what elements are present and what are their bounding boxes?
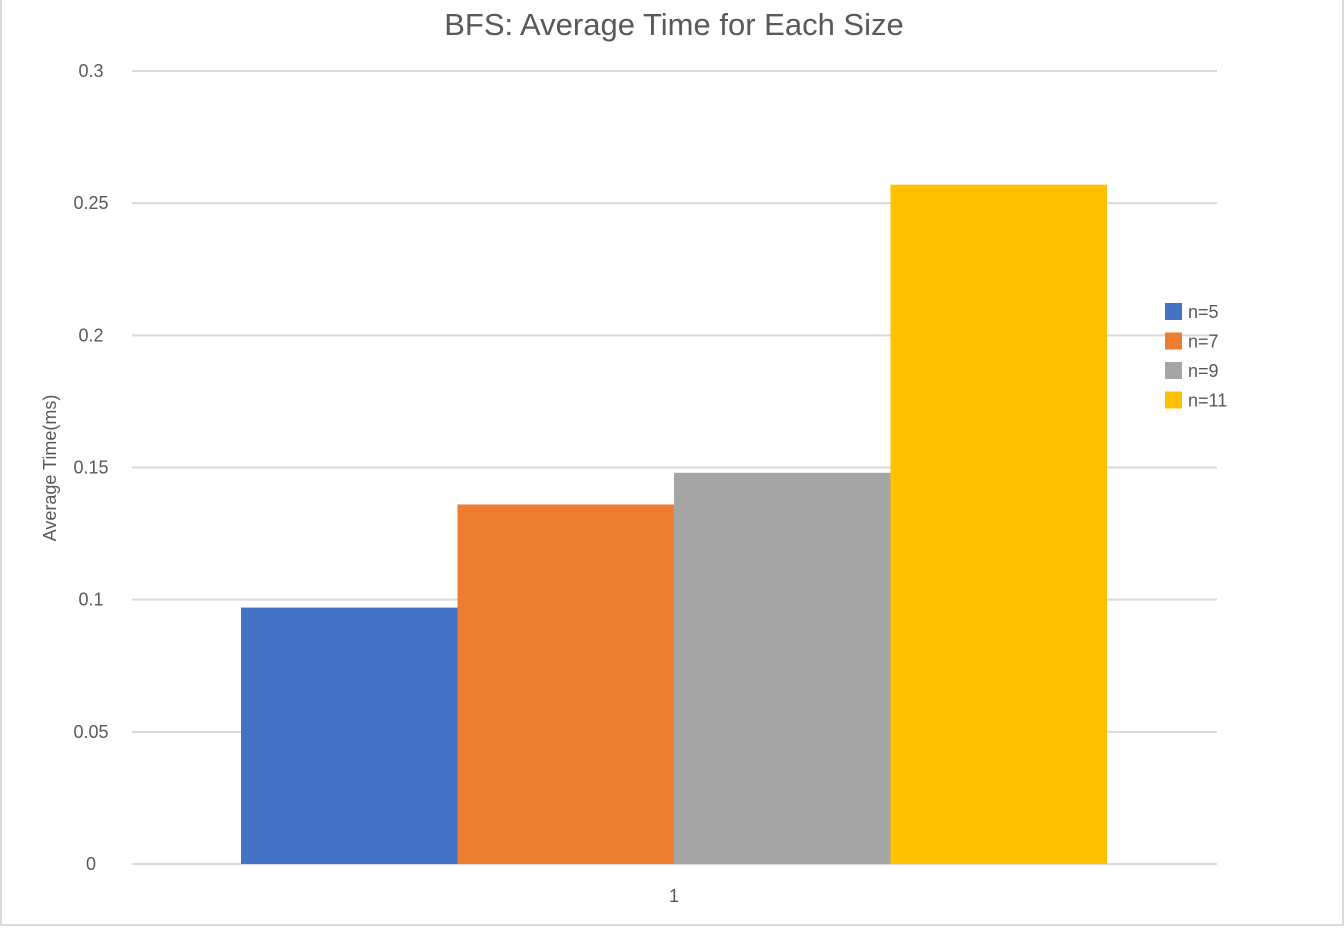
legend-item: n=11 <box>1165 391 1227 411</box>
bar-n-9 <box>674 472 891 864</box>
legend-label: n=9 <box>1188 361 1219 381</box>
legend-swatch <box>1165 332 1182 350</box>
y-axis-label: Average Time(ms) <box>40 395 60 542</box>
y-tick-label: 0.2 <box>78 325 103 345</box>
legend-swatch <box>1165 303 1182 320</box>
legend-item: n=7 <box>1165 332 1219 352</box>
y-tick-label: 0 <box>86 854 96 874</box>
y-tick-label: 0.15 <box>73 458 108 478</box>
x-axis-ticks: 1 <box>669 886 679 906</box>
legend-label: n=7 <box>1188 332 1219 352</box>
legend-label: n=11 <box>1188 391 1227 411</box>
x-tick-label: 1 <box>669 886 679 906</box>
y-tick-label: 0.05 <box>73 722 108 742</box>
y-tick-label: 0.3 <box>78 61 103 81</box>
bar-n-11 <box>890 184 1107 864</box>
legend-label: n=5 <box>1188 302 1219 322</box>
legend-swatch <box>1165 391 1182 409</box>
bars <box>241 184 1107 864</box>
legend: n=5 n=7 n=9 n=11 <box>1165 302 1227 411</box>
legend-item: n=5 <box>1165 302 1219 322</box>
y-tick-label: 0.25 <box>73 193 108 213</box>
bar-n-7 <box>457 504 674 864</box>
bar-n-5 <box>241 607 458 864</box>
legend-swatch <box>1165 362 1182 379</box>
y-axis-ticks: 0 0.05 0.1 0.15 0.2 0.25 0.3 <box>73 61 108 874</box>
chart-title: BFS: Average Time for Each Size <box>444 7 903 42</box>
legend-item: n=9 <box>1165 361 1219 381</box>
y-tick-label: 0.1 <box>78 590 103 610</box>
